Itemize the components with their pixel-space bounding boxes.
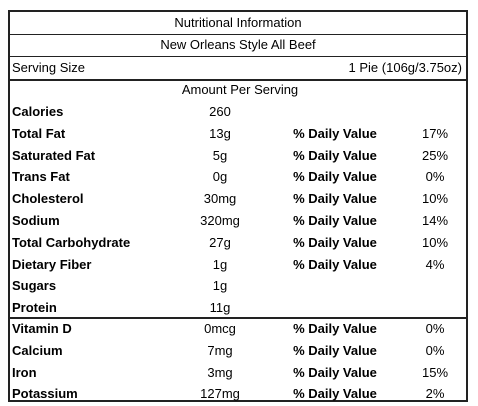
dv-value: 0% bbox=[425, 169, 445, 185]
rule bbox=[10, 79, 466, 81]
dv-label: % Daily Value bbox=[293, 234, 377, 250]
serving-label: Serving Size bbox=[12, 60, 85, 75]
nutrient-name: Dietary Fiber bbox=[12, 256, 92, 272]
amount: 127mg bbox=[200, 386, 240, 402]
nutrient-name: Calories bbox=[12, 104, 64, 119]
nutrient-name: Calcium bbox=[12, 342, 63, 358]
dv-value: 0% bbox=[425, 321, 445, 336]
nutrient-name: Iron bbox=[12, 364, 37, 380]
amount: 1g bbox=[212, 256, 228, 272]
amount: 27g bbox=[209, 234, 231, 250]
amount: 7mg bbox=[207, 342, 233, 358]
amount-header: Amount Per Serving bbox=[181, 82, 299, 97]
nutrient-name: Vitamin D bbox=[12, 321, 72, 336]
serving-value: 1 Pie (106g/3.75oz) bbox=[348, 60, 462, 75]
rule bbox=[10, 56, 466, 57]
amount: 13g bbox=[209, 125, 231, 141]
dv-value: 2% bbox=[425, 386, 445, 402]
dv-value: 17% bbox=[421, 125, 449, 141]
dv-label: % Daily Value bbox=[293, 213, 377, 228]
amount: 30mg bbox=[203, 191, 237, 207]
nutrition-table: Nutritional Information New Orleans Styl… bbox=[8, 10, 468, 402]
amount: 320mg bbox=[200, 213, 240, 228]
dv-value: 10% bbox=[421, 191, 449, 207]
dv-label: % Daily Value bbox=[293, 191, 377, 207]
amount: 260 bbox=[209, 104, 231, 119]
dv-value: 25% bbox=[421, 147, 449, 163]
amount: 0mcg bbox=[204, 321, 236, 336]
nutrient-name: Sugars bbox=[12, 278, 57, 294]
nutrient-name: Total Fat bbox=[12, 125, 66, 141]
nutrient-name: Potassium bbox=[12, 386, 78, 402]
rule bbox=[10, 34, 466, 35]
dv-label: % Daily Value bbox=[293, 364, 377, 380]
nutrient-name: Cholesterol bbox=[12, 191, 84, 207]
nutrient-name: Saturated Fat bbox=[12, 147, 96, 163]
dv-label: % Daily Value bbox=[293, 147, 377, 163]
dv-value: 4% bbox=[425, 256, 445, 272]
amount: 5g bbox=[212, 147, 228, 163]
dv-label: % Daily Value bbox=[293, 169, 377, 185]
dv-label: % Daily Value bbox=[293, 386, 377, 402]
dv-value: 14% bbox=[421, 213, 449, 228]
amount: 11g bbox=[209, 300, 231, 316]
subtitle: New Orleans Style All Beef bbox=[160, 37, 316, 52]
nutrient-name: Total Carbohydrate bbox=[12, 234, 131, 250]
nutrient-name: Sodium bbox=[12, 213, 60, 228]
dv-value: 10% bbox=[421, 234, 449, 250]
nutrient-name: Protein bbox=[12, 300, 57, 316]
dv-label: % Daily Value bbox=[293, 125, 377, 141]
dv-value: 0% bbox=[425, 342, 445, 358]
dv-label: % Daily Value bbox=[293, 342, 377, 358]
dv-label: % Daily Value bbox=[293, 256, 377, 272]
amount: 1g bbox=[212, 278, 228, 294]
nutrient-name: Trans Fat bbox=[12, 169, 70, 185]
dv-label: % Daily Value bbox=[293, 321, 377, 336]
amount: 0g bbox=[212, 169, 228, 185]
dv-value: 15% bbox=[421, 364, 449, 380]
amount: 3mg bbox=[207, 364, 233, 380]
rule bbox=[10, 317, 466, 319]
title: Nutritional Information bbox=[174, 15, 302, 30]
